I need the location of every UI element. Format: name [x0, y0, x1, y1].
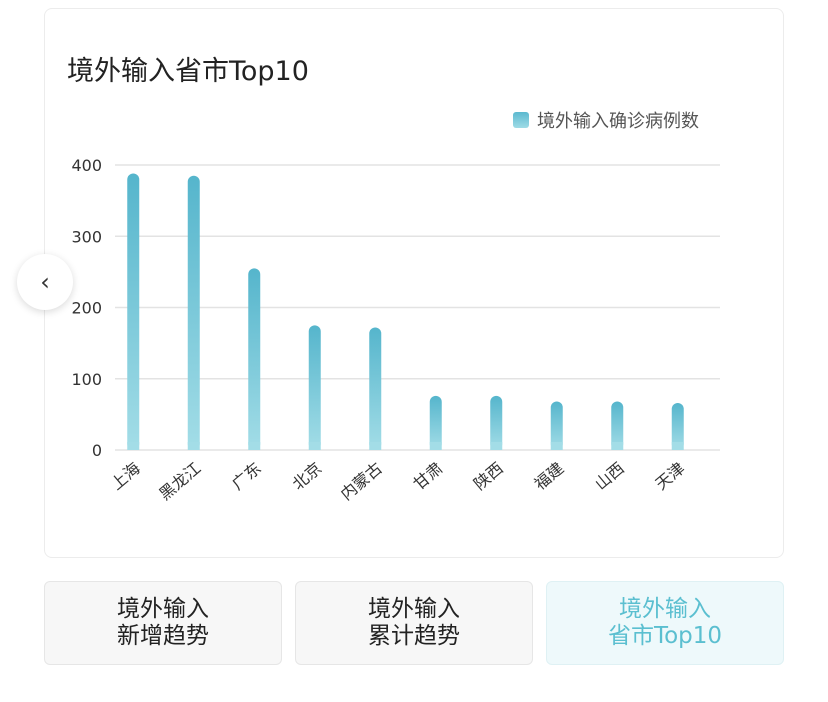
- chevron-left-icon: ‹: [40, 268, 50, 296]
- bar-base: [671, 442, 684, 450]
- bar: [248, 268, 261, 450]
- y-tick-label: 300: [71, 227, 102, 246]
- x-tick-label: 甘肃: [410, 459, 447, 494]
- bar-base: [369, 442, 382, 450]
- y-tick-label: 200: [71, 299, 102, 318]
- prev-button[interactable]: ‹: [17, 254, 73, 310]
- tab-label: 累计趋势: [368, 623, 460, 649]
- bar-base: [308, 442, 321, 450]
- x-tick-label: 北京: [289, 459, 326, 494]
- bar-base: [248, 442, 261, 450]
- y-tick-label: 400: [71, 156, 102, 175]
- bar-base: [550, 442, 563, 450]
- bar: [308, 325, 321, 450]
- bar-base: [127, 442, 140, 450]
- tab-label: 省市Top10: [607, 623, 723, 649]
- bar: [369, 327, 382, 450]
- bar: [550, 401, 563, 450]
- x-tick-label: 天津: [652, 459, 689, 494]
- y-tick-label: 100: [71, 370, 102, 389]
- x-tick-label: 福建: [531, 459, 568, 494]
- bar-base: [187, 442, 200, 450]
- x-tick-label: 山西: [591, 459, 628, 494]
- bar: [671, 402, 684, 450]
- x-tick-label: 内蒙古: [337, 459, 386, 504]
- chart-card: 境外输入省市Top10 境外输入确诊病例数: [44, 8, 784, 558]
- legend: 境外输入确诊病例数: [513, 107, 699, 133]
- tab-label: 境外输入: [619, 596, 711, 622]
- legend-label: 境外输入确诊病例数: [537, 111, 699, 132]
- x-tick-label: 陕西: [470, 459, 507, 494]
- bar: [490, 395, 503, 450]
- tab-province-top10[interactable]: 境外输入 省市Top10: [546, 581, 784, 665]
- tab-cumulative-trend[interactable]: 境外输入 累计趋势: [295, 581, 533, 665]
- x-tick-label: 广东: [228, 459, 265, 494]
- bar-base: [429, 442, 442, 450]
- bar-base: [490, 442, 503, 450]
- tab-label: 新增趋势: [117, 623, 209, 649]
- legend-swatch: [513, 112, 529, 128]
- x-tick-label: 上海: [107, 459, 144, 494]
- tab-new-trend[interactable]: 境外输入 新增趋势: [44, 581, 282, 665]
- bar-chart: 0 100 200 300 400 上海 黑龙江 广东 北京 内蒙古 甘肃 陕西 福建 山西 天津: [71, 156, 720, 504]
- bar: [187, 175, 200, 450]
- x-tick-label: 黑龙江: [155, 459, 204, 504]
- bar: [611, 401, 624, 450]
- bar: [429, 395, 442, 450]
- bar: [127, 173, 140, 451]
- bar-base: [611, 442, 624, 450]
- chart-title: 境外输入省市Top10: [67, 56, 309, 87]
- tab-label: 境外输入: [368, 596, 460, 622]
- tab-label: 境外输入: [117, 596, 209, 622]
- y-tick-label: 0: [92, 441, 102, 460]
